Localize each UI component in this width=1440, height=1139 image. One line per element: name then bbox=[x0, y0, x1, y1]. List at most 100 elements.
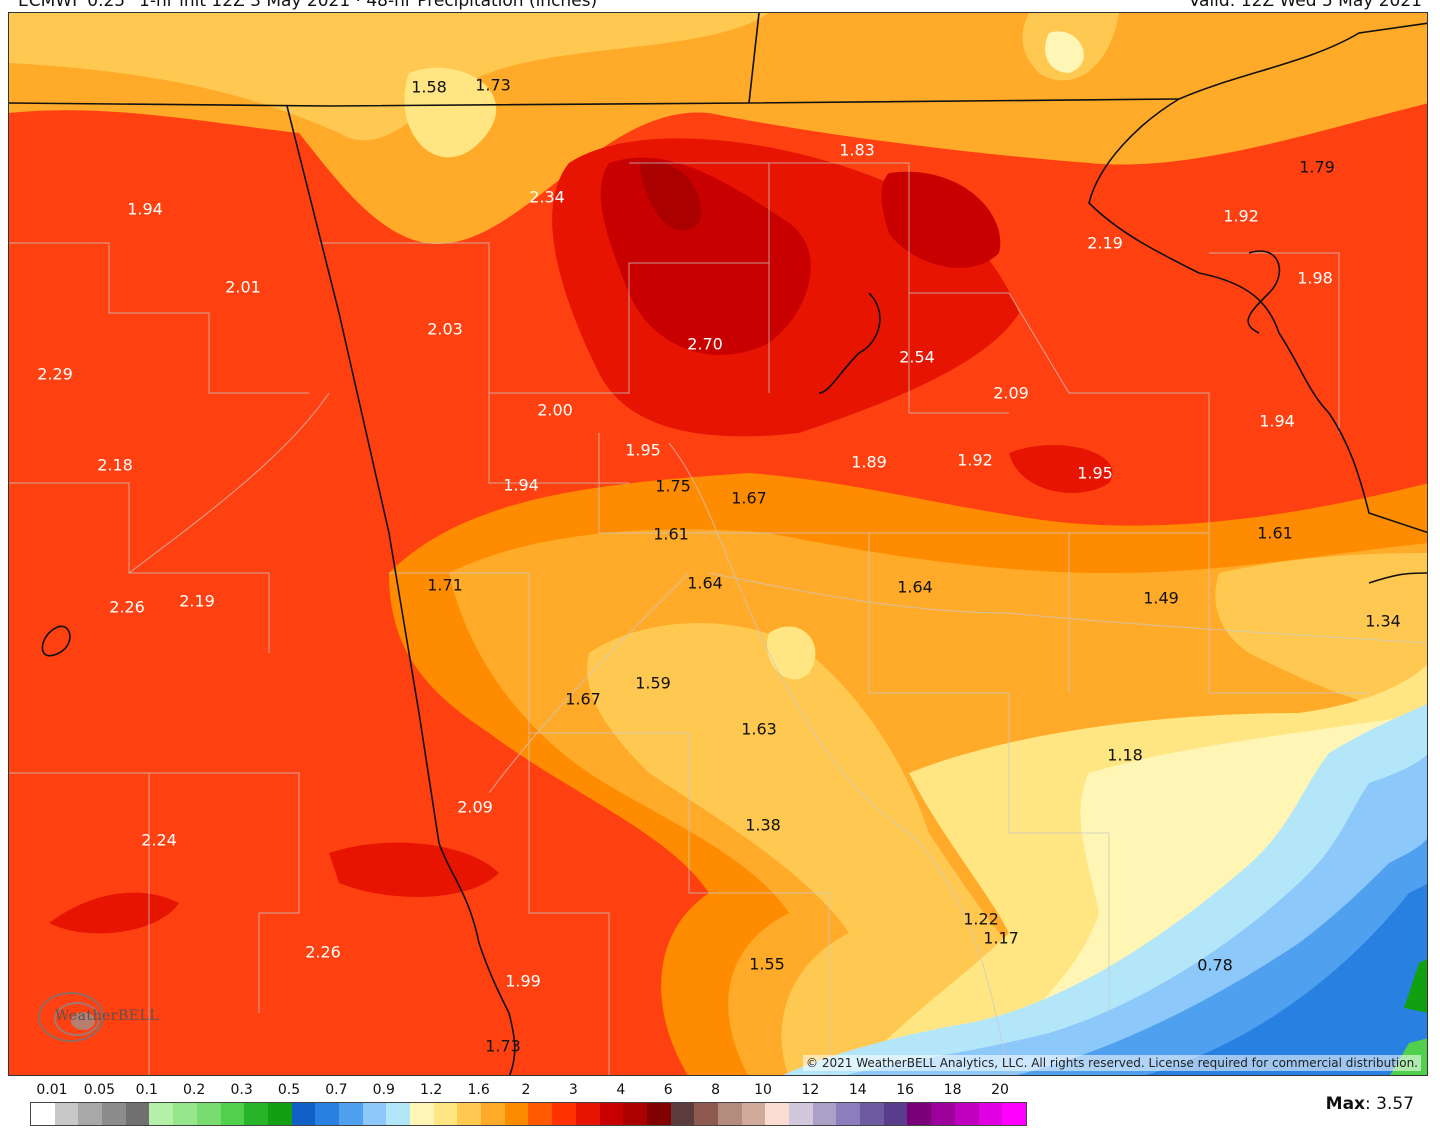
precip-value-label: 2.09 bbox=[457, 797, 493, 817]
legend-swatch bbox=[623, 1103, 647, 1125]
weatherbell-logo-text: WeatherBELL bbox=[55, 1008, 160, 1024]
legend-swatch bbox=[244, 1103, 268, 1125]
legend-tick-label: 0.01 bbox=[36, 1082, 68, 1098]
legend-tick-label: 1.2 bbox=[420, 1082, 443, 1098]
legend-swatch bbox=[599, 1103, 624, 1125]
legend-tick-label: 0.05 bbox=[83, 1082, 115, 1098]
precip-value-label: 2.70 bbox=[687, 334, 723, 354]
precip-value-label: 1.73 bbox=[485, 1036, 521, 1056]
precip-value-label: 1.99 bbox=[505, 971, 541, 991]
map-header: ECMWF 0.25° 1-hr init 12Z 3 May 2021 · 4… bbox=[0, 0, 1440, 12]
precip-value-label: 2.01 bbox=[225, 277, 261, 297]
precip-value-label: 1.71 bbox=[427, 575, 463, 595]
precip-value-label: 1.38 bbox=[745, 815, 781, 835]
legend-swatch bbox=[267, 1103, 292, 1125]
precip-value-label: 1.83 bbox=[839, 140, 875, 160]
precip-value-label: 1.67 bbox=[731, 488, 767, 508]
precip-value-label: 1.95 bbox=[625, 440, 661, 460]
legend-swatch bbox=[220, 1103, 245, 1125]
precip-value-label: 1.64 bbox=[897, 577, 933, 597]
precip-value-label: 1.95 bbox=[1077, 463, 1113, 483]
legend-tick-label: 0.9 bbox=[372, 1082, 395, 1098]
max-label-value: : 3.57 bbox=[1365, 1094, 1414, 1114]
precip-value-label: 2.00 bbox=[537, 400, 573, 420]
legend-tick-label: 10 bbox=[754, 1082, 772, 1098]
legend-swatch bbox=[410, 1103, 434, 1125]
legend-swatch bbox=[694, 1103, 718, 1125]
legend-tick-label: 8 bbox=[711, 1082, 721, 1098]
copyright-notice: © 2021 WeatherBELL Analytics, LLC. All r… bbox=[803, 1055, 1421, 1071]
precip-value-label: 2.34 bbox=[529, 187, 565, 207]
precip-value-label: 2.26 bbox=[109, 597, 145, 617]
legend-swatch bbox=[954, 1103, 979, 1125]
legend-tick-label: 2 bbox=[521, 1082, 531, 1098]
legend-swatch bbox=[149, 1103, 174, 1125]
legend-tick-label: 4 bbox=[616, 1082, 626, 1098]
header-right-text: Valid: 12Z Wed 5 May 2021 bbox=[1188, 0, 1422, 11]
legend-swatch bbox=[789, 1103, 813, 1125]
legend-swatch bbox=[907, 1103, 932, 1125]
legend-swatch bbox=[362, 1103, 387, 1125]
precip-value-label: 2.29 bbox=[37, 364, 73, 384]
legend-swatch bbox=[575, 1103, 600, 1125]
legend-swatch bbox=[978, 1103, 1003, 1125]
precipitation-map[interactable]: 1.58 1.73 1.83 1.79 1.94 2.34 1.92 2.19 2.01 1.98… bbox=[8, 12, 1428, 1076]
precip-value-label: 1.94 bbox=[1259, 411, 1295, 431]
legend-tick-label: 20 bbox=[991, 1082, 1009, 1098]
precip-value-label: 1.98 bbox=[1297, 268, 1333, 288]
precip-value-label: 1.18 bbox=[1107, 745, 1143, 765]
legend-swatch bbox=[102, 1103, 126, 1125]
precip-value-label: 1.58 bbox=[411, 77, 447, 97]
legend-swatch bbox=[883, 1103, 908, 1125]
legend-tick-label: 1.6 bbox=[467, 1082, 490, 1098]
precip-value-label: 1.73 bbox=[475, 75, 511, 95]
weatherbell-logo: WeatherBELL bbox=[31, 987, 161, 1047]
legend-tick-label: 0.2 bbox=[183, 1082, 206, 1098]
legend-swatch bbox=[552, 1103, 576, 1125]
legend-swatch bbox=[173, 1103, 197, 1125]
legend-tick-label: 6 bbox=[663, 1082, 673, 1098]
precip-value-label: 2.24 bbox=[141, 830, 177, 850]
legend-swatch bbox=[504, 1103, 529, 1125]
precip-value-label: 0.78 bbox=[1197, 955, 1233, 975]
legend-tick-label: 18 bbox=[943, 1082, 962, 1098]
precip-value-label: 2.19 bbox=[1087, 233, 1123, 253]
legend-swatch bbox=[812, 1103, 837, 1125]
legend-swatch bbox=[457, 1103, 482, 1125]
precip-value-label: 1.61 bbox=[1257, 523, 1293, 543]
legend-swatch bbox=[291, 1103, 316, 1125]
precip-value-label: 2.26 bbox=[305, 942, 341, 962]
precip-value-label: 1.94 bbox=[127, 199, 163, 219]
header-left-text: ECMWF 0.25° 1-hr init 12Z 3 May 2021 · 4… bbox=[18, 0, 598, 11]
precip-value-label: 1.79 bbox=[1299, 157, 1335, 177]
legend-swatch bbox=[528, 1103, 553, 1125]
precip-value-label: 2.09 bbox=[993, 383, 1029, 403]
precip-value-label: 1.64 bbox=[687, 573, 723, 593]
legend-tick-label: 0.3 bbox=[230, 1082, 253, 1098]
legend-swatch bbox=[931, 1103, 955, 1125]
legend-swatch bbox=[386, 1103, 410, 1125]
legend-swatch bbox=[196, 1103, 221, 1125]
legend-swatch bbox=[741, 1103, 766, 1125]
legend-tick-label: 16 bbox=[896, 1082, 915, 1098]
max-value-label: Max: 3.57 bbox=[1326, 1094, 1414, 1114]
legend-swatch bbox=[670, 1103, 695, 1125]
precip-value-label: 2.54 bbox=[899, 347, 935, 367]
legend-swatch bbox=[54, 1103, 79, 1125]
legend-swatch bbox=[836, 1103, 861, 1125]
precip-value-label: 1.61 bbox=[653, 524, 689, 544]
legend-swatch bbox=[1002, 1103, 1026, 1125]
legend-swatch bbox=[646, 1103, 671, 1125]
legend-swatch bbox=[31, 1103, 55, 1125]
legend-tick-label: 3 bbox=[568, 1082, 578, 1098]
precip-value-label: 2.18 bbox=[97, 455, 133, 475]
precip-value-label: 1.63 bbox=[741, 719, 777, 739]
legend-tick-label: 0.5 bbox=[277, 1082, 301, 1098]
precip-value-label: 1.17 bbox=[983, 928, 1019, 948]
legend-tick-labels: 0.01 0.05 0.1 0.2 0.3 0.5 0.7 0.9 1.2 1.6 2 3 4 6 8 10 1… bbox=[30, 1082, 1030, 1100]
legend-swatch bbox=[338, 1103, 363, 1125]
legend-swatch bbox=[481, 1103, 505, 1125]
legend-color-bar bbox=[30, 1102, 1027, 1126]
legend-swatch bbox=[765, 1103, 789, 1125]
precip-value-label: 1.75 bbox=[655, 476, 691, 496]
